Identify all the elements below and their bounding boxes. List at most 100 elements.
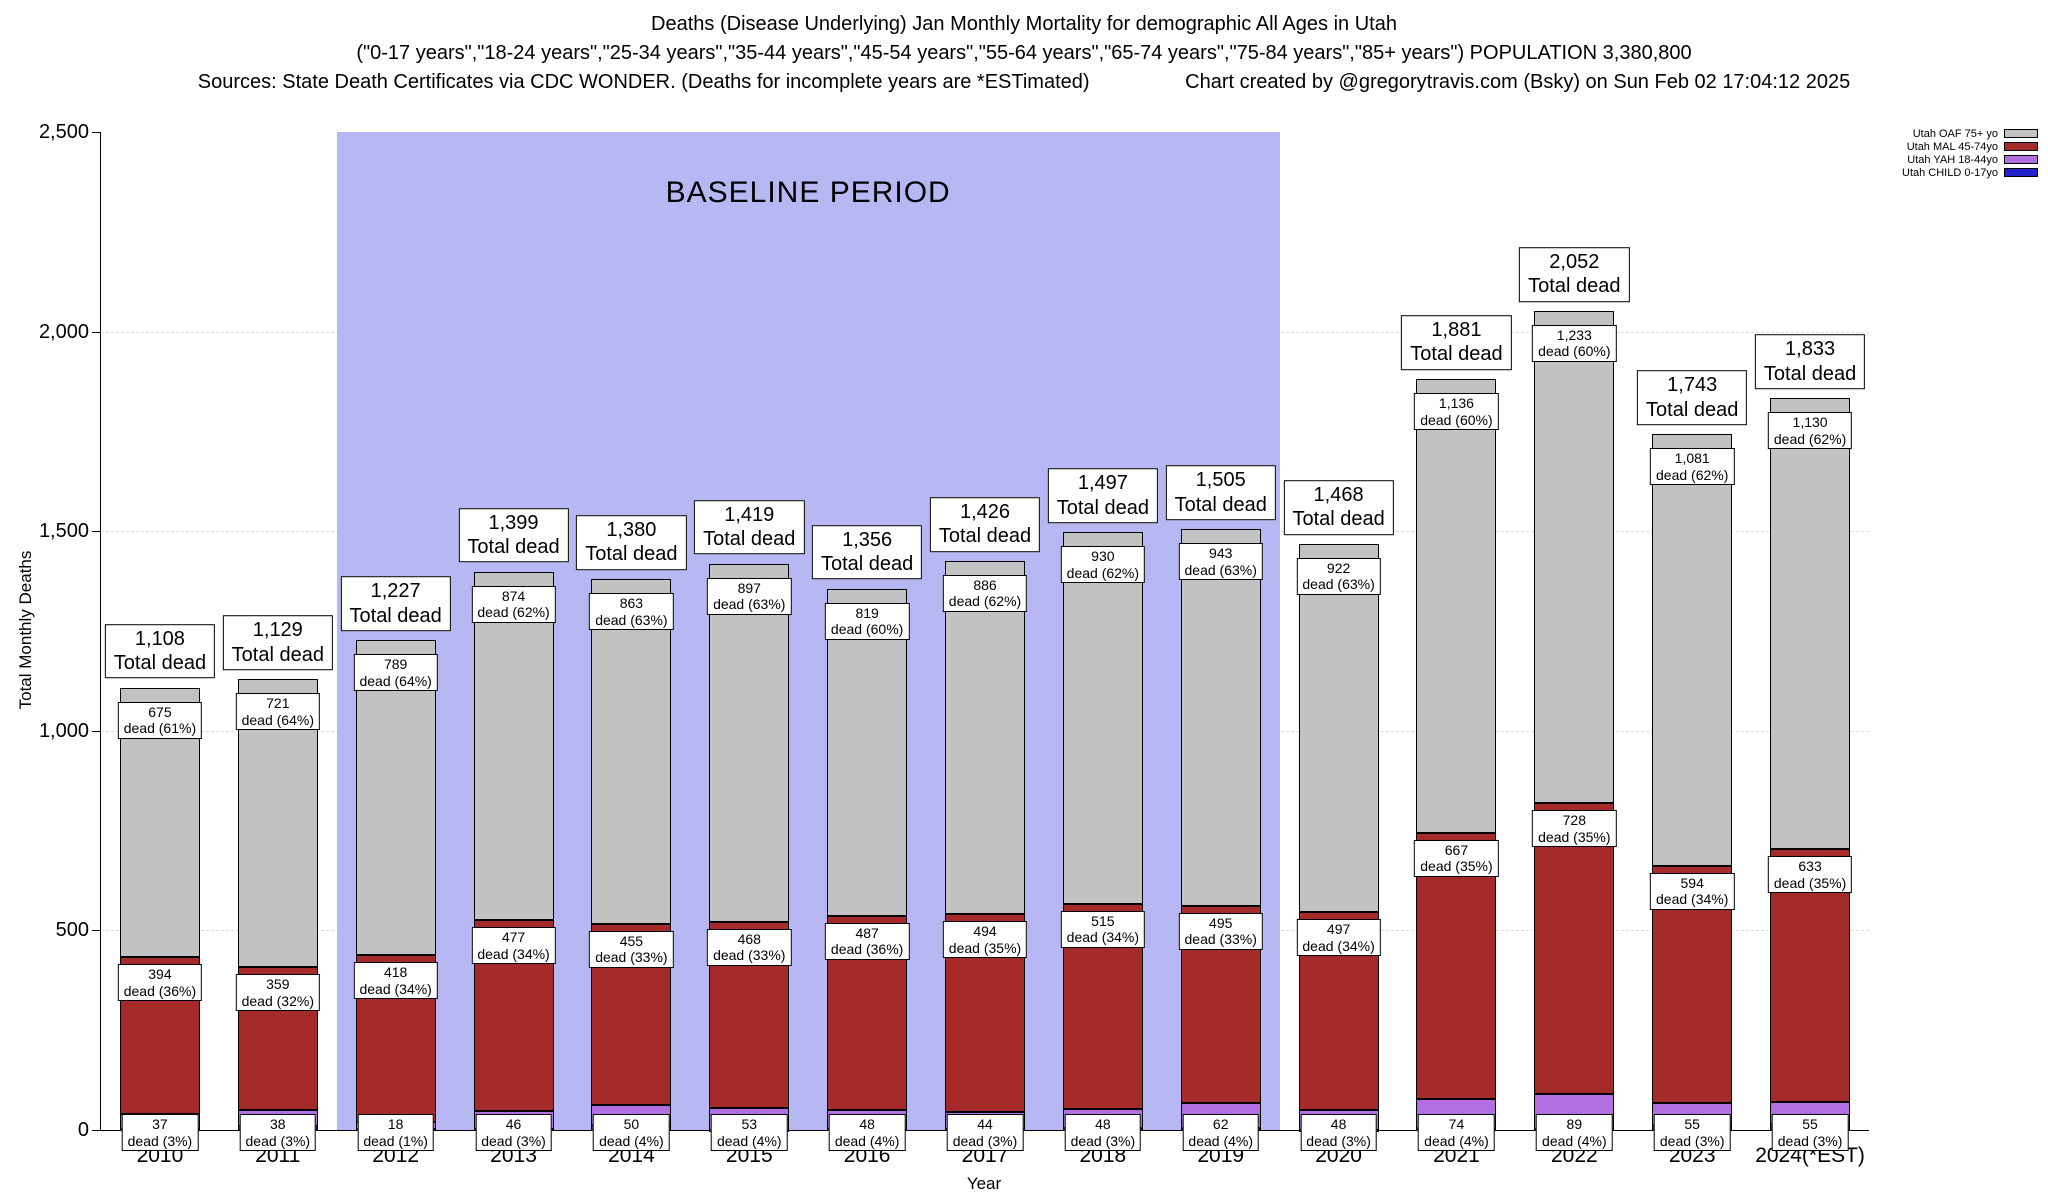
bar-segment-oaf [945,560,1025,915]
yah-label-value: 38 [270,1116,286,1132]
mal-label-value: 487 [855,924,879,941]
yah-label-value: 89 [1566,1116,1583,1132]
total-label-value: 1,497 [1077,472,1128,495]
oaf-label-sub: dead (63%) [713,596,786,613]
legend-label-oaf: Utah OAF 75+ yo [1912,127,1998,140]
bar-group-2014: 1,380 Total dead 863 dead (63%) 455 dead (33%… [576,132,687,1167]
oaf-label-sub: dead (62%) [948,593,1022,610]
yah-label-sub: dead (3%) [952,1132,1018,1149]
oaf-label-value: 1,136 [1438,395,1474,412]
mal-label-sub: dead (34%) [1066,929,1140,946]
y-tick-label: 500 [55,919,89,942]
y-tick-mark [92,1130,101,1131]
total-label: 1,419 Total dead [694,499,805,555]
plot-area: BASELINE PERIOD 0 500 1,000 1,500 2,000 2,500… [39,121,1869,1167]
oaf-label-sub: dead (62%) [1066,564,1140,581]
bar-group-2024(*EST): 1,833 Total dead 1,130 dead (62%) 633 dead (3… [1754,132,1866,1167]
total-label-sub: Total dead [1292,508,1385,531]
mal-label-sub: dead (35%) [948,939,1022,956]
bar-group-2017: 1,426 Total dead 886 dead (62%) 494 dead (35%… [929,132,1041,1167]
chart-title-line2: ("0-17 years","18-24 years","25-34 years… [356,42,1692,64]
total-label-value: 1,743 [1667,374,1718,397]
mal-label: 594 dead (34%) [1649,872,1735,910]
yah-label: 37 dead (3%) [121,1114,199,1152]
oaf-label-value: 930 [1091,548,1115,565]
bar-group-2019: 1,505 Total dead 943 dead (63%) 495 dead (33%… [1165,132,1276,1167]
bar-group-2020: 1,468 Total dead 922 dead (63%) 497 dead (34%… [1283,132,1394,1167]
yah-label-sub: dead (3%) [1070,1132,1136,1149]
total-label-value: 1,380 [606,519,657,542]
mal-label: 494 dead (35%) [942,921,1028,959]
mal-label: 477 dead (34%) [471,927,556,965]
mal-label: 359 dead (32%) [235,974,320,1012]
mal-label: 418 dead (34%) [353,962,438,1000]
total-label-sub: Total dead [1174,493,1267,516]
oaf-label-sub: dead (61%) [123,720,197,737]
oaf-label: 789 dead (64%) [353,654,438,692]
legend-item-child: Utah CHILD 0-17yo [1902,166,2038,179]
mal-label-value: 594 [1680,874,1704,891]
oaf-label: 922 dead (63%) [1296,557,1381,595]
oaf-label: 675 dead (61%) [117,701,203,739]
yah-label-value: 37 [152,1116,168,1132]
total-label: 1,426 Total dead [929,496,1041,552]
oaf-label-sub: dead (64%) [241,711,314,728]
y-tick-mark [92,531,101,533]
oaf-label-value: 922 [1326,559,1351,576]
bar-segment-oaf [827,588,908,916]
bar-segment-oaf [1770,398,1851,850]
yah-label-value: 48 [1095,1116,1111,1132]
total-label-value: 2,052 [1549,251,1600,274]
total-label: 1,468 Total dead [1283,480,1394,535]
oaf-label-value: 1,130 [1792,414,1828,431]
yah-label-value: 74 [1448,1116,1465,1132]
legend-label-yah: Utah YAH 18-44yo [1907,153,1998,166]
total-label: 1,380 Total dead [576,515,687,571]
yah-label-value: 50 [623,1116,640,1132]
yah-label: 55 dead (3%) [1653,1114,1731,1152]
y-tick-mark [92,930,101,932]
total-label-sub: Total dead [467,536,560,559]
yah-label-sub: dead (3%) [481,1132,546,1149]
mal-label-value: 359 [266,976,290,993]
total-label-value: 1,419 [724,503,775,526]
oaf-label: 874 dead (62%) [471,585,556,623]
total-label-value: 1,129 [252,619,303,642]
mal-label-sub: dead (34%) [359,980,432,997]
total-label-value: 1,881 [1431,319,1482,342]
bar-segment-mal [1416,832,1497,1099]
oaf-label-sub: dead (64%) [359,672,432,689]
y-tick-label: 0 [77,1119,89,1141]
total-label-sub: Total dead [1528,275,1621,298]
mal-label-sub: dead (33%) [595,949,668,966]
legend-swatch-child [2004,168,2038,177]
yah-label: 48 dead (3%) [1300,1114,1377,1152]
bar-group-2022: 2,052 Total dead 1,233 dead (60%) 728 dead (3… [1519,132,1630,1167]
total-label-value: 1,108 [134,627,185,650]
bar-segment-oaf [1652,434,1733,866]
mal-label-value: 477 [501,929,526,946]
oaf-label-value: 886 [973,576,997,593]
y-tick-label: 1,000 [38,719,89,742]
mal-label-sub: dead (34%) [477,945,550,962]
mal-label: 495 dead (33%) [1178,912,1263,950]
yah-label: 46 dead (3%) [475,1114,552,1152]
y-tick-label: 2,500 [38,121,89,143]
total-label: 1,497 Total dead [1047,468,1159,524]
bar-group-2018: 1,497 Total dead 930 dead (62%) 515 dead (34%… [1047,132,1159,1167]
chart-header: Deaths (Disease Underlying) Jan Monthly … [0,10,2048,97]
oaf-label: 886 dead (62%) [942,574,1028,612]
oaf-label-value: 721 [266,695,290,712]
bar-group-2011: 1,129 Total dead 721 dead (64%) 359 dead (32%… [222,132,333,1167]
y-tick-label: 2,000 [38,320,89,343]
oaf-label: 930 dead (62%) [1060,546,1146,584]
bar-segment-oaf [591,579,672,924]
y-tick-mark [92,132,101,133]
total-label-sub: Total dead [1056,497,1150,519]
yah-label-sub: dead (3%) [1659,1132,1725,1149]
oaf-label-sub: dead (60%) [1420,411,1493,428]
bar-group-2010: 1,108 Total dead 675 dead (61%) 394 dead (36%… [104,132,216,1167]
total-label-sub: Total dead [938,525,1032,548]
oaf-label-value: 874 [501,587,526,604]
